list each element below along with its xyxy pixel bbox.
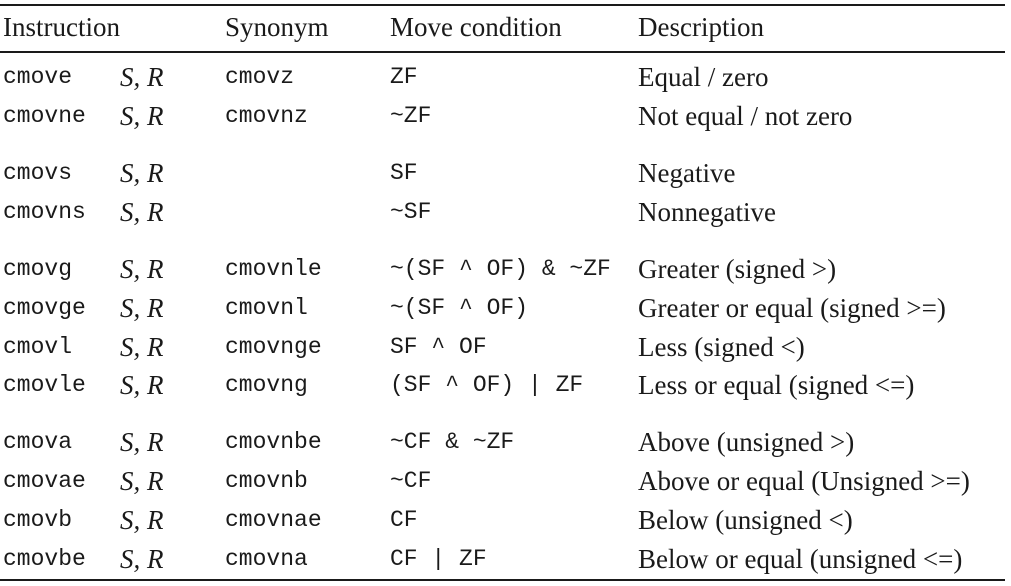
instruction-cell: cmovge — [3, 295, 86, 321]
header-description: Description — [638, 12, 764, 42]
description-cell: Greater or equal (signed >=) — [638, 293, 946, 323]
operands-cell: S, R — [120, 62, 164, 92]
instruction-cell: cmovbe — [3, 546, 86, 572]
header-rule — [0, 51, 1005, 53]
description-cell: Negative — [638, 158, 736, 188]
description-cell: Above (unsigned >) — [638, 427, 855, 457]
move-condition-cell: ~(SF ^ OF) — [390, 295, 529, 321]
move-condition-cell: ~(SF ^ OF) & ~ZF — [390, 256, 611, 282]
bottom-rule — [0, 579, 1005, 581]
move-condition-cell: ~ZF — [390, 103, 432, 129]
synonym-cell: cmovz — [225, 64, 295, 90]
operands-cell: S, R — [120, 370, 164, 400]
synonym-cell: cmovnge — [225, 334, 322, 360]
instruction-cell: cmovs — [3, 160, 73, 186]
synonym-cell: cmovnz — [225, 103, 308, 129]
instruction-cell: cmovns — [3, 199, 86, 225]
description-cell: Not equal / not zero — [638, 101, 853, 131]
operands-cell: S, R — [120, 466, 164, 496]
move-condition-cell: ~CF — [390, 468, 432, 494]
synonym-cell: cmovna — [225, 546, 308, 572]
description-cell: Less or equal (signed <=) — [638, 370, 915, 400]
description-cell: Greater (signed >) — [638, 254, 837, 284]
move-condition-cell: ~CF & ~ZF — [390, 429, 515, 455]
header-move-condition: Move condition — [390, 12, 562, 42]
instruction-cell: cmovle — [3, 372, 86, 398]
header-instruction: Instruction — [3, 12, 120, 42]
top-rule — [0, 4, 1005, 6]
operands-cell: S, R — [120, 293, 164, 323]
operands-cell: S, R — [120, 158, 164, 188]
instruction-cell: cmovne — [3, 103, 86, 129]
operands-cell: S, R — [120, 427, 164, 457]
description-cell: Below or equal (unsigned <=) — [638, 544, 963, 574]
description-cell: Below (unsigned <) — [638, 505, 853, 535]
operands-cell: S, R — [120, 505, 164, 535]
operands-cell: S, R — [120, 332, 164, 362]
instruction-cell: cmovae — [3, 468, 86, 494]
instruction-cell: cmovg — [3, 256, 73, 282]
move-condition-cell: SF ^ OF — [390, 334, 487, 360]
move-condition-cell: SF — [390, 160, 418, 186]
operands-cell: S, R — [120, 254, 164, 284]
synonym-cell: cmovnl — [225, 295, 308, 321]
operands-cell: S, R — [120, 197, 164, 227]
operands-cell: S, R — [120, 544, 164, 574]
move-condition-cell: (SF ^ OF) | ZF — [390, 372, 584, 398]
move-condition-cell: ~SF — [390, 199, 432, 225]
synonym-cell: cmovnae — [225, 507, 322, 533]
synonym-cell: cmovnb — [225, 468, 308, 494]
instruction-cell: cmovl — [3, 334, 73, 360]
move-condition-cell: CF | ZF — [390, 546, 487, 572]
move-condition-cell: ZF — [390, 64, 418, 90]
header-synonym: Synonym — [225, 12, 329, 42]
instruction-cell: cmove — [3, 64, 73, 90]
synonym-cell: cmovnle — [225, 256, 322, 282]
description-cell: Nonnegative — [638, 197, 776, 227]
synonym-cell: cmovnbe — [225, 429, 322, 455]
synonym-cell: cmovng — [225, 372, 308, 398]
instruction-cell: cmovb — [3, 507, 73, 533]
description-cell: Less (signed <) — [638, 332, 805, 362]
instruction-cell: cmova — [3, 429, 73, 455]
move-condition-cell: CF — [390, 507, 418, 533]
description-cell: Above or equal (Unsigned >=) — [638, 466, 970, 496]
description-cell: Equal / zero — [638, 62, 769, 92]
operands-cell: S, R — [120, 101, 164, 131]
